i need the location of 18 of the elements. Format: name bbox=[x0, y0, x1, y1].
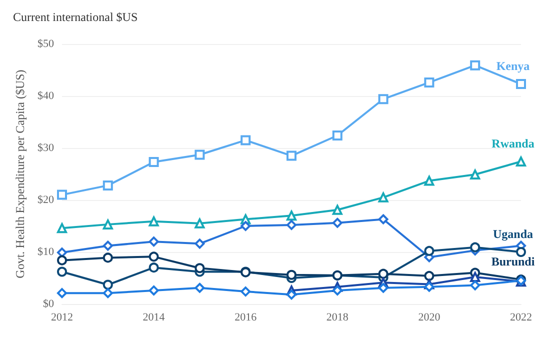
x-tick-label: 2022 bbox=[510, 312, 532, 324]
series-label: Rwanda bbox=[492, 136, 534, 151]
series-label: Kenya bbox=[496, 59, 530, 74]
x-tick-label: 2020 bbox=[418, 312, 441, 324]
y-tick-label: $50 bbox=[38, 38, 54, 50]
y-tick-label: $30 bbox=[38, 142, 54, 154]
series-label: Uganda bbox=[492, 227, 534, 241]
x-tick-label: 2012 bbox=[51, 312, 73, 324]
y-tick-label: $20 bbox=[38, 194, 54, 206]
y-tick-label: $10 bbox=[38, 246, 54, 258]
y-tick-label: $40 bbox=[38, 90, 54, 102]
series-label: Burundi bbox=[491, 254, 536, 269]
y-axis-title: Govt. Health Expenditure per Capita ($US) bbox=[13, 70, 27, 278]
x-tick-label: 2018 bbox=[326, 312, 349, 324]
chart-title: Current international $US bbox=[13, 10, 138, 24]
x-tick-label: 2014 bbox=[142, 312, 166, 324]
x-tick-label: 2016 bbox=[234, 312, 258, 324]
y-tick-label: $0 bbox=[43, 298, 54, 310]
